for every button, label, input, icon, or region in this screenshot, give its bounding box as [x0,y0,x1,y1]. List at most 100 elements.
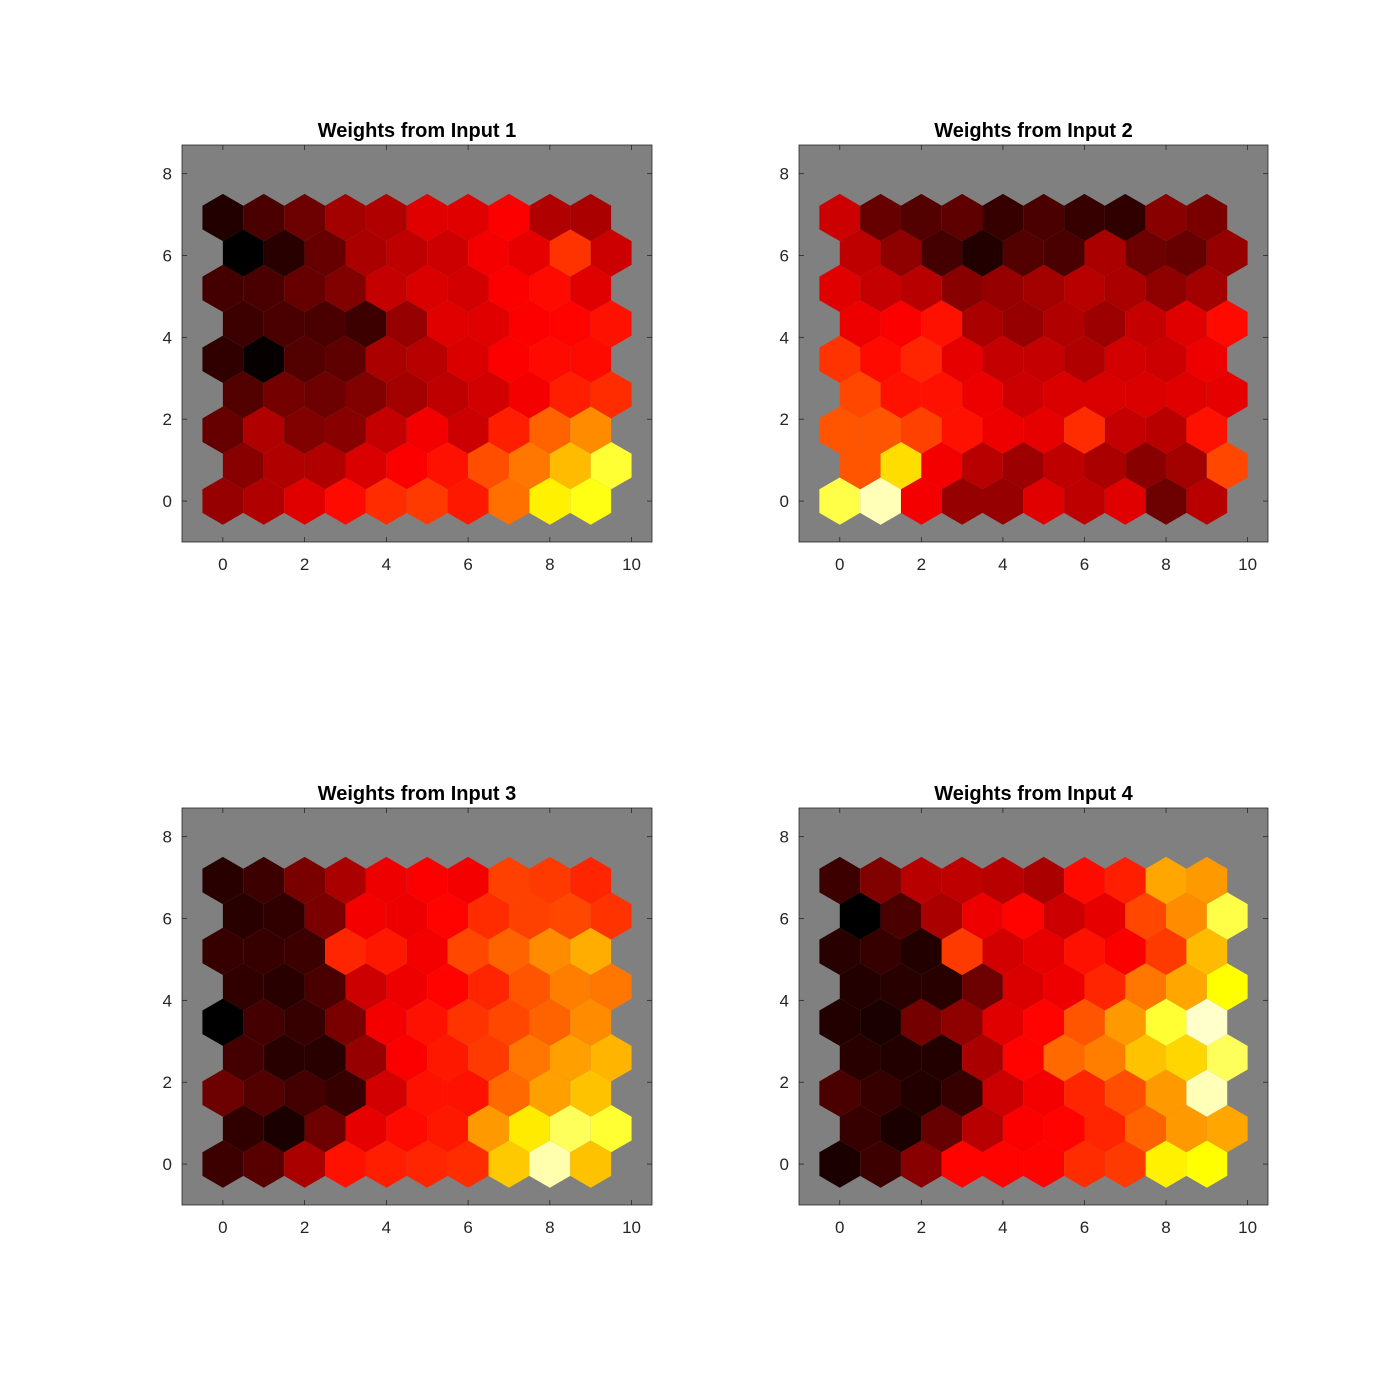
hex-cell-r4-c7 [1104,998,1146,1046]
hex-cell-r4-c8 [1145,335,1187,383]
hex-cell-r4-c5 [1023,335,1065,383]
hex-cell-r1-c6 [1084,442,1126,490]
x-tick-label: 4 [382,555,391,574]
hex-cell-r7-c5 [427,229,469,277]
hex-cell-r2-c7 [1104,1069,1146,1117]
hex-cell-r4-c0 [202,335,244,383]
y-tick-label: 8 [780,828,789,847]
panel-title: Weights from Input 3 [318,783,517,805]
y-tick-label: 8 [163,828,172,847]
hex-cell-r8-c8 [1145,193,1187,242]
hex-cell-r2-c9 [570,1069,612,1117]
hex-cell-r3-c9 [1206,371,1248,419]
hex-cell-r4-c4 [982,335,1024,383]
y-tick-label: 4 [163,328,172,347]
hex-cell-r6-c4 [982,264,1024,313]
hex-cell-r0-c8 [529,477,571,525]
y-tick-label: 4 [780,991,789,1010]
hex-cell-r7-c7 [508,229,550,277]
hex-cell-r4-c9 [570,335,612,383]
hex-cell-r5-c1 [880,963,922,1011]
x-tick-label: 6 [1080,555,1089,574]
hex-cell-r1-c1 [263,442,305,490]
hex-cell-r6-c6 [447,927,489,976]
x-tick-label: 10 [622,1218,641,1237]
hex-cell-r1-c5 [1043,1105,1085,1153]
hex-cell-r3-c8 [1166,1034,1207,1082]
hex-cell-r3-c5 [1043,1034,1085,1082]
y-tick-label: 0 [163,492,172,511]
hex-cell-r5-c9 [1206,963,1248,1011]
hex-cell-r4-c6 [1064,998,1105,1046]
hex-cell-r2-c6 [1064,1069,1105,1117]
hex-cell-r7-c7 [1125,892,1167,940]
hex-cell-r1-c9 [1206,1105,1248,1153]
hex-cell-r8-c5 [1023,856,1065,905]
hex-cell-r5-c6 [468,963,509,1011]
y-tick-label: 4 [780,328,789,347]
y-tick-label: 0 [780,1155,789,1174]
panel-2: 0 2 4 6 8 10 0 2 4 6 8 Weights from Input 2 [780,120,1269,574]
hex-cell-r7-c3 [345,229,387,277]
hex-cell-r3-c3 [345,371,387,419]
hex-cell-r7-c9 [1206,892,1248,940]
hex-cell-r4-c6 [447,335,489,383]
y-tick-label: 2 [780,1073,789,1092]
hex-cell-r1-c6 [1084,1105,1126,1153]
hex-cell-r0-c0 [202,477,244,525]
x-tick-label: 8 [1161,555,1170,574]
hex-cell-r0-c1 [860,477,901,525]
x-tick-label: 0 [835,555,844,574]
hex-cell-r3-c6 [1084,371,1126,419]
hex-cell-r5-c7 [1125,963,1167,1011]
hex-cell-r4-c0 [819,998,861,1046]
hex-cell-r1-c0 [839,1105,881,1153]
hex-cell-r6-c7 [1104,264,1146,313]
hex-cell-r2-c2 [284,1069,326,1117]
hex-cell-r6-c7 [488,264,530,313]
hex-cell-r8-c0 [819,856,861,905]
hex-cell-r8-c1 [860,193,901,242]
hex-cell-r1-c4 [1002,442,1044,490]
hex-cell-r2-c8 [529,1069,571,1117]
hex-cell-r5-c4 [1002,963,1044,1011]
hex-cell-r5-c7 [508,300,550,348]
hex-cell-r7-c2 [921,229,963,277]
hex-cell-r4-c7 [1104,335,1146,383]
hex-cell-r4-c2 [284,335,326,383]
hex-cell-r8-c7 [488,193,530,242]
hex-cell-r8-c2 [900,193,942,242]
hex-cell-r1-c4 [386,442,428,490]
hex-cell-r7-c8 [549,229,591,277]
hex-cell-r0-c3 [941,477,983,525]
hex-cell-r8-c9 [570,193,612,242]
hex-cell-r3-c7 [1125,1034,1167,1082]
hex-cell-r2-c7 [488,1069,530,1117]
hex-cell-r8-c4 [982,856,1024,905]
hex-cell-r7-c5 [1043,892,1085,940]
hex-cell-r6-c8 [1145,927,1187,976]
hex-cell-r7-c5 [427,892,469,940]
hex-cell-r5-c8 [1166,963,1207,1011]
hex-cell-r6-c7 [1104,927,1146,976]
hex-cell-r1-c9 [590,1105,632,1153]
hex-cell-r8-c9 [570,856,612,905]
hex-cell-r4-c3 [941,998,983,1046]
x-tick-label: 6 [463,555,472,574]
hex-cell-r1-c8 [1166,1105,1207,1153]
hex-cell-r7-c2 [304,892,346,940]
hex-cell-r8-c0 [819,193,861,242]
hex-cell-r7-c2 [304,229,346,277]
hex-cell-r8-c6 [1064,856,1105,905]
hex-cell-r0-c1 [243,1140,285,1188]
hex-cell-r7-c8 [1166,892,1207,940]
hex-cell-r0-c3 [325,1140,366,1188]
hex-cell-r8-c8 [529,193,571,242]
hex-cell-r6-c4 [982,927,1024,976]
hex-cell-r4-c9 [570,998,612,1046]
hex-cell-r5-c8 [549,300,591,348]
hex-cell-r7-c9 [590,892,632,940]
hex-cell-r6-c1 [860,264,901,313]
hex-cell-r6-c5 [406,927,448,976]
hex-cell-r5-c0 [222,963,264,1011]
